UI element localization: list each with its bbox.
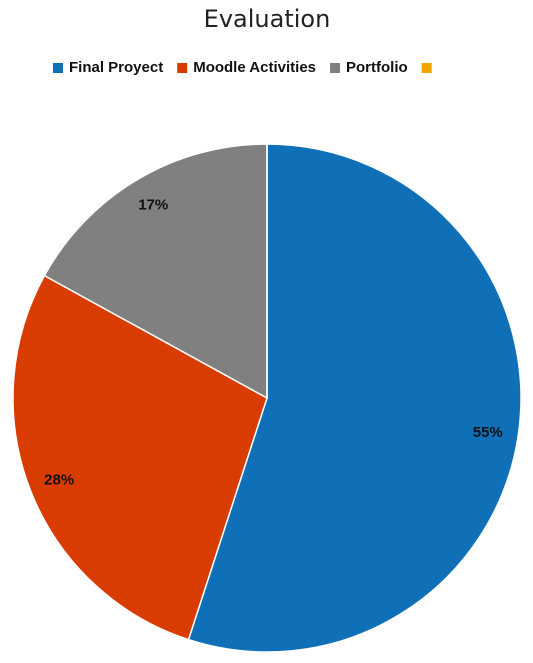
legend-label: Moodle Activities: [193, 59, 316, 76]
chart-title: Evaluation: [204, 5, 331, 33]
pie-slice: [12, 274, 268, 641]
legend-label: Portfolio: [346, 59, 408, 76]
pie-slice: [187, 143, 522, 653]
legend-swatch: [177, 63, 188, 73]
legend-swatch: [421, 63, 432, 73]
value-label: 17%: [138, 197, 168, 214]
value-label: 28%: [44, 471, 74, 488]
legend-swatch: [53, 63, 63, 73]
value-label: 55%: [473, 424, 503, 441]
pie-slice: [43, 143, 268, 400]
legend-swatch: [330, 63, 341, 73]
legend-label: Final Proyect: [69, 59, 163, 76]
